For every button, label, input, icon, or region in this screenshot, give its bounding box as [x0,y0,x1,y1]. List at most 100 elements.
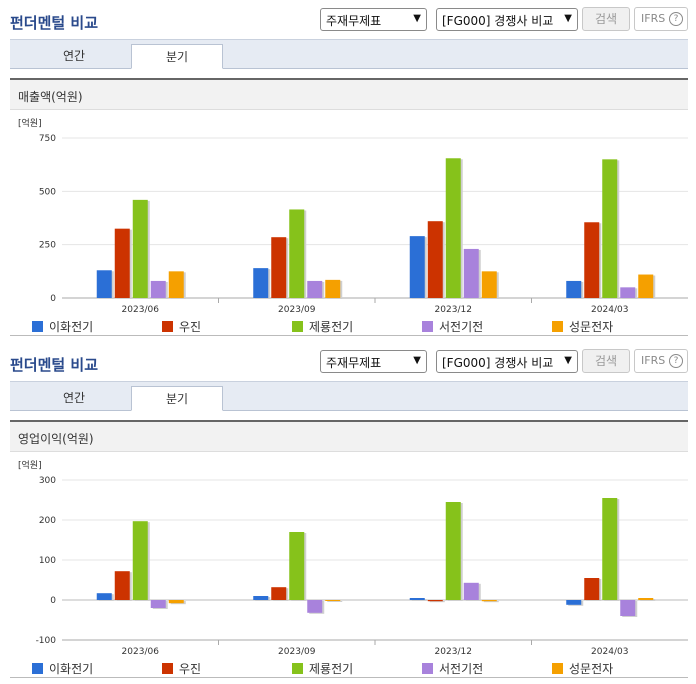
compare-select[interactable]: [FG000] 경쟁사 비교 ▼ [436,8,578,31]
statement-select-value: 주재무제표 [326,14,382,28]
bar [114,571,130,600]
ifrs-button[interactable]: IFRS ? [634,7,688,31]
compare-select-value: [FG000] 경쟁사 비교 [442,356,554,370]
chart-container: 매출액(억원) [억원] 0 250 500 750 2023/06 2023/09 2023… [10,78,688,336]
legend-label: 제룡전기 [309,662,354,676]
bar-shadow [483,601,499,603]
bar-chart: [억원] -100 0 100 200 300 2023/06 2023/09 2023/12 2… [18,459,688,657]
statement-select-value: 주재무제표 [326,356,382,370]
bar [584,578,600,600]
y-tick-label: 750 [39,134,56,144]
legend-swatch [292,663,303,674]
metric-label: 매출액(억원) [10,80,688,110]
compare-select[interactable]: [FG000] 경쟁사 비교 ▼ [436,350,578,373]
bar [271,587,287,600]
y-tick-label: 300 [39,476,56,486]
search-button[interactable]: 검색 [582,349,630,373]
legend-item[interactable]: 서전기전 [422,660,483,677]
y-tick-label: 200 [39,516,56,526]
chart-legend: 이화전기 우진 제룡전기 서전기전 성문전자 [10,660,688,676]
panel-title: 펀더멘털 비교 [10,356,99,374]
legend-item[interactable]: 이화전기 [32,318,93,335]
metric-label: 영업이익(억원) [10,422,688,452]
bar [566,280,582,298]
chevron-down-icon: ▼ [564,355,572,366]
period-tabs: 연간 분기 [10,39,688,69]
bar [307,280,323,298]
legend-label: 우진 [179,662,202,676]
y-tick-label: 100 [39,556,56,566]
bar [463,248,479,298]
legend-label: 성문전자 [569,320,614,334]
bar [289,209,305,298]
legend-swatch [162,663,173,674]
legend-swatch [552,663,563,674]
statement-select[interactable]: 주재무제표 ▼ [320,8,427,31]
chart-legend: 이화전기 우진 제룡전기 서전기전 성문전자 [10,318,688,334]
tab-annual[interactable]: 연간 [62,49,86,63]
legend-item[interactable]: 우진 [162,318,201,335]
tab-annual[interactable]: 연간 [62,391,86,405]
bar [602,159,618,298]
bar [132,521,148,600]
legend-swatch [32,663,43,674]
bar [638,598,654,600]
bar [620,287,636,298]
help-icon[interactable]: ? [669,12,683,26]
bar [289,532,305,600]
x-tick-label: 2023/12 [435,305,472,315]
legend-item[interactable]: 제룡전기 [292,660,353,677]
help-icon[interactable]: ? [669,354,683,368]
legend-item[interactable]: 제룡전기 [292,318,353,335]
legend-item[interactable]: 성문전자 [552,660,613,677]
bar [409,598,425,600]
x-tick-label: 2024/03 [591,305,628,315]
bar-shadow [429,601,445,603]
legend-item[interactable]: 서전기전 [422,318,483,335]
bar [96,593,112,600]
bar [325,600,341,601]
y-tick-label: 0 [50,294,56,304]
bar [638,274,654,298]
legend-item[interactable]: 이화전기 [32,660,93,677]
bar [114,228,130,298]
y-tick-label: 250 [39,241,56,251]
bar [602,498,618,600]
bar [96,270,112,298]
bar [584,222,600,298]
bar [307,600,323,613]
period-tabs: 연간 분기 [10,381,688,411]
bar [481,600,497,602]
search-button[interactable]: 검색 [582,7,630,31]
bar [409,236,425,298]
statement-select[interactable]: 주재무제표 ▼ [320,350,427,373]
legend-label: 서전기전 [439,320,484,334]
chevron-down-icon: ▼ [413,13,421,24]
x-tick-label: 2023/06 [122,305,160,315]
chart-container: 영업이익(억원) [억원] -100 0 100 200 300 2023/06 2023/0… [10,420,688,678]
legend-swatch [552,321,563,332]
bar [132,199,148,298]
x-tick-label: 2023/12 [435,647,472,657]
bar [445,502,461,600]
legend-swatch [292,321,303,332]
bar [271,237,287,298]
y-tick-label: 0 [50,596,56,606]
tab-quarterly[interactable]: 분기 [131,44,223,69]
chevron-down-icon: ▼ [413,355,421,366]
ifrs-label: IFRS [641,354,666,367]
fundamental-panel-operating-profit: 펀더멘털 비교 주재무제표 ▼ [FG000] 경쟁사 비교 ▼ 검색 IFRS… [0,342,696,684]
legend-swatch [422,663,433,674]
bar-shadow [327,601,343,602]
ifrs-button[interactable]: IFRS ? [634,349,688,373]
bar [150,600,166,608]
compare-select-value: [FG000] 경쟁사 비교 [442,14,554,28]
x-tick-label: 2024/03 [591,647,628,657]
panel-title: 펀더멘털 비교 [10,14,99,32]
legend-label: 성문전자 [569,662,614,676]
legend-item[interactable]: 우진 [162,660,201,677]
legend-label: 이화전기 [49,320,94,334]
tab-quarterly[interactable]: 분기 [131,386,223,411]
legend-item[interactable]: 성문전자 [552,318,613,335]
x-tick-label: 2023/09 [278,647,316,657]
